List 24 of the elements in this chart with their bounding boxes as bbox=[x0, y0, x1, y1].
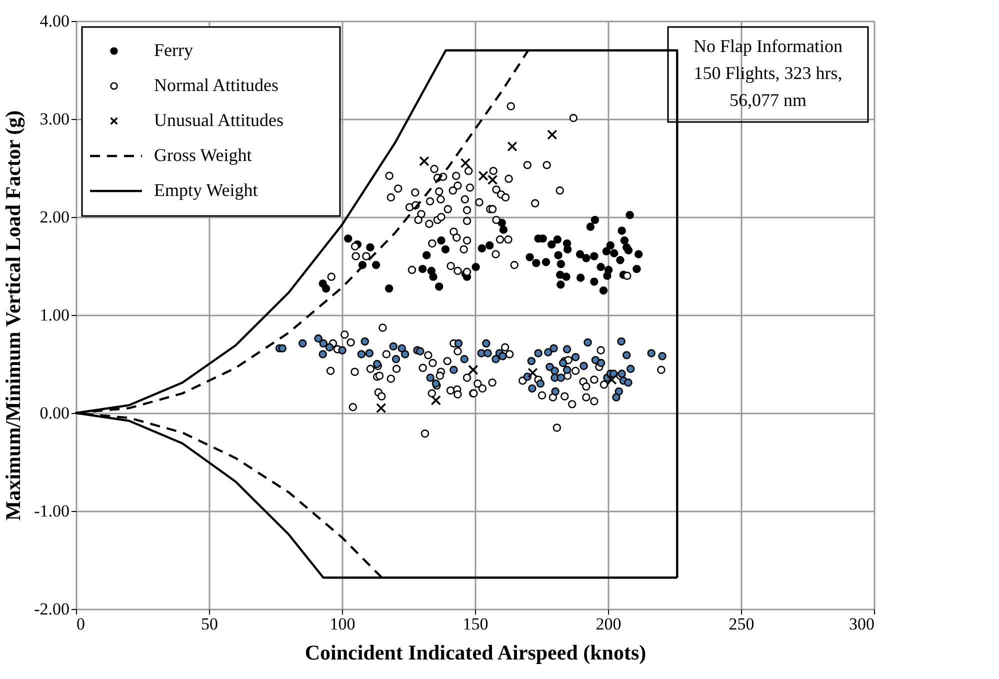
x-tick-label: 300 bbox=[849, 614, 874, 634]
legend-label: Normal Attitudes bbox=[154, 75, 278, 95]
y-tick-label: 0.00 bbox=[40, 404, 70, 422]
y-tick-label: 1.00 bbox=[40, 306, 70, 324]
x-tick-label: 200 bbox=[596, 614, 622, 634]
legend-label: Gross Weight bbox=[154, 145, 252, 165]
legend-label: Ferry bbox=[154, 40, 193, 60]
x-tick-label: 50 bbox=[201, 614, 218, 634]
annotation: 150 Flights, 323 hrs, bbox=[694, 63, 842, 83]
y-tick-label: 3.00 bbox=[40, 110, 70, 128]
x-tick-label: 100 bbox=[330, 614, 356, 634]
legend-label: Unusual Attitudes bbox=[154, 110, 284, 130]
legend-label: Empty Weight bbox=[154, 180, 258, 200]
x-tick-label: 0 bbox=[76, 614, 85, 634]
y-tick-label: -1.00 bbox=[34, 502, 70, 520]
x-tick-label: 150 bbox=[462, 614, 488, 634]
x-axis-title: Coincident Indicated Airspeed (knots) bbox=[304, 640, 646, 664]
y-tick-label: -2.00 bbox=[34, 600, 70, 618]
annotation: 56,077 nm bbox=[729, 90, 807, 110]
x-tick-label: 250 bbox=[728, 614, 754, 634]
y-tick-label: 2.00 bbox=[40, 208, 70, 226]
annotation: No Flap Information bbox=[694, 36, 842, 56]
y-tick-label: 4.00 bbox=[40, 12, 70, 30]
y-axis-title: Maximum/Minimum Vertical Load Factor (g) bbox=[1, 110, 26, 521]
